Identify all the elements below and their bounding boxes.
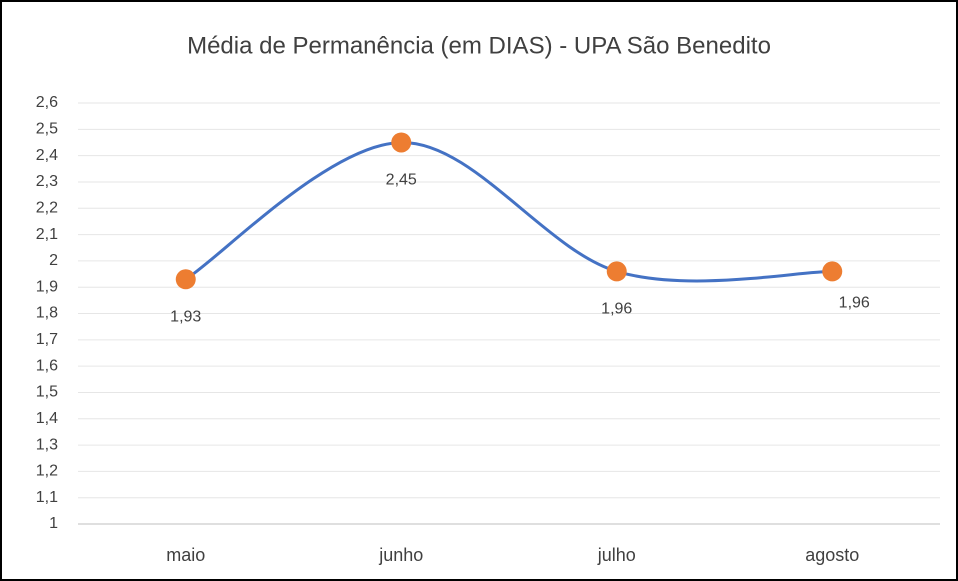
y-tick-label: 1,5 [36, 384, 58, 401]
x-tick-label: junho [378, 545, 423, 565]
data-label: 1,96 [601, 301, 632, 318]
x-tick-label: julho [597, 545, 636, 565]
y-tick-label: 1,4 [36, 410, 58, 427]
marker [175, 269, 196, 290]
y-tick-label: 2,6 [36, 94, 58, 111]
y-tick-label: 1,1 [36, 489, 58, 506]
y-tick-label: 2,5 [36, 121, 58, 138]
y-tick-label: 2,2 [36, 199, 58, 216]
data-label: 1,96 [839, 295, 870, 312]
marker [822, 261, 843, 282]
x-tick-label: maio [166, 545, 205, 565]
y-tick-label: 1 [49, 515, 58, 532]
y-tick-label: 2,1 [36, 226, 58, 243]
y-tick-label: 1,6 [36, 357, 58, 374]
y-tick-label: 1,3 [36, 436, 58, 453]
y-tick-label: 1,2 [36, 463, 58, 480]
y-tick-label: 1,7 [36, 331, 58, 348]
y-tick-label: 2 [49, 252, 58, 269]
marker [606, 261, 627, 282]
marker [391, 132, 412, 153]
x-tick-label: agosto [805, 545, 859, 565]
y-tick-label: 2,3 [36, 173, 58, 190]
y-tick-label: 1,8 [36, 305, 58, 322]
line [184, 140, 833, 283]
chart-title: Média de Permanência (em DIAS) - UPA São… [187, 32, 771, 59]
y-tick-label: 1,9 [36, 278, 58, 295]
y-tick-label: 2,4 [36, 147, 58, 164]
data-label: 2,45 [386, 172, 417, 189]
data-label: 1,93 [170, 309, 201, 326]
